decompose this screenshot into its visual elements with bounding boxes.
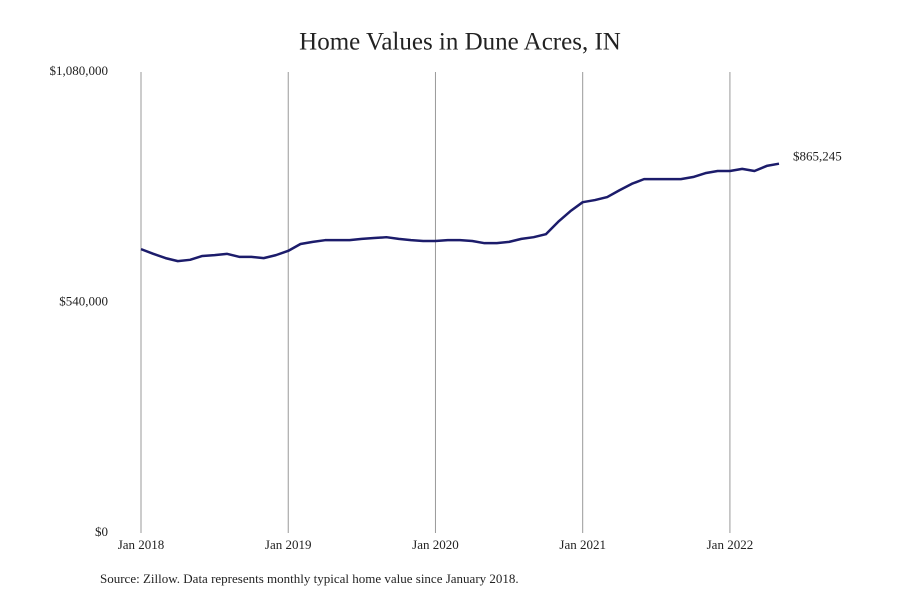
- y-tick-label: $1,080,000: [50, 63, 109, 78]
- source-note: Source: Zillow. Data represents monthly …: [100, 571, 519, 586]
- series-line: [140, 162, 780, 263]
- y-tick-label: $540,000: [59, 293, 108, 308]
- x-tick-label: Jan 2022: [707, 537, 754, 552]
- x-tick-label: Jan 2018: [118, 537, 165, 552]
- x-tick-label: Jan 2019: [265, 537, 312, 552]
- chart-title: Home Values in Dune Acres, IN: [299, 29, 621, 56]
- value-label: $865,245: [793, 149, 842, 164]
- x-tick-label: Jan 2020: [412, 537, 459, 552]
- x-tick-label: Jan 2021: [559, 537, 606, 552]
- y-tick-label: $0: [95, 524, 108, 539]
